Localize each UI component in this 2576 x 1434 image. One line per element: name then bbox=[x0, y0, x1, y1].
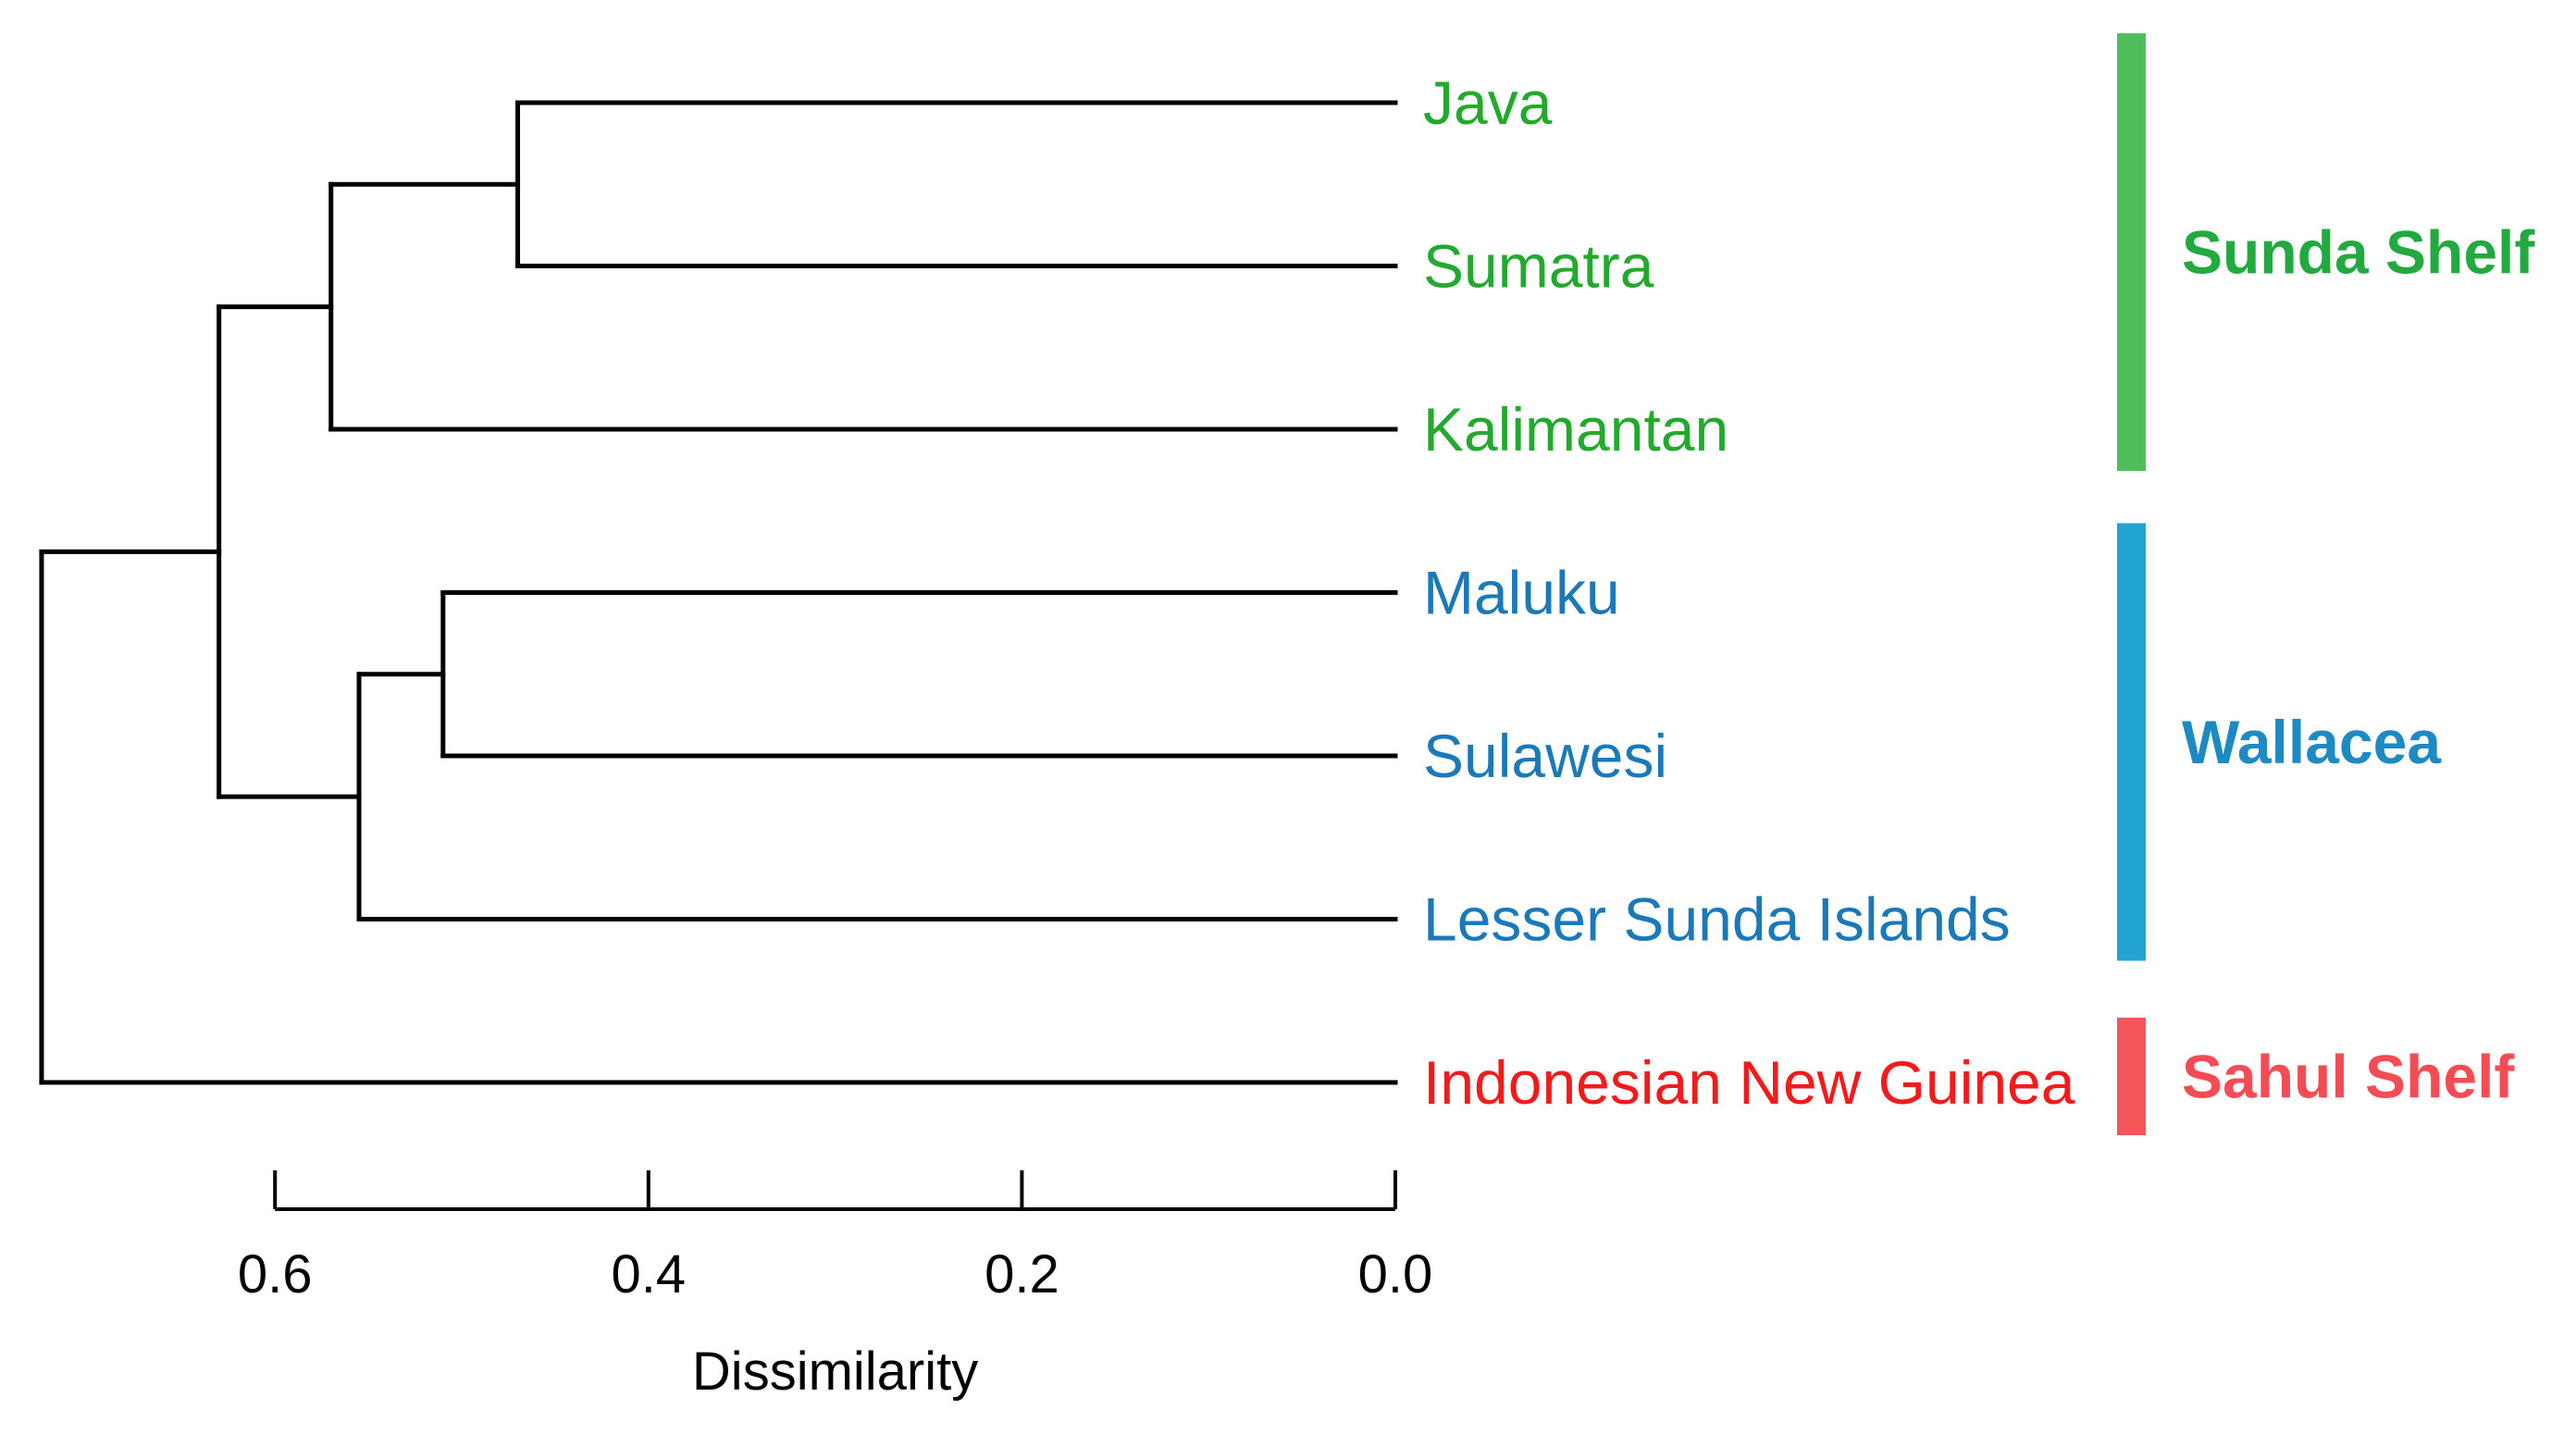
group-bars: Sunda Shelf Wallacea Sahul Shelf bbox=[2117, 33, 2535, 1135]
x-ticks: 0.6 0.4 0.2 0.0 bbox=[238, 1170, 1432, 1304]
group-label: Sunda Shelf bbox=[2182, 218, 2535, 287]
x-axis-title: Dissimilarity bbox=[692, 1341, 978, 1402]
tree-branches bbox=[39, 100, 1398, 1085]
x-tick-label: 0.0 bbox=[1358, 1244, 1433, 1304]
leaf-labels: Java Sumatra Kalimantan Maluku Sulawesi Lesse… bbox=[1423, 68, 2075, 1117]
leaf-label: Java bbox=[1423, 68, 1553, 137]
leaf-label: Lesser Sunda Islands bbox=[1423, 885, 2011, 954]
group-label: Sahul Shelf bbox=[2182, 1043, 2515, 1111]
x-axis: 0.6 0.4 0.2 0.0 Dissimilarity bbox=[238, 1170, 1432, 1402]
x-tick-label: 0.4 bbox=[611, 1244, 686, 1304]
leaf-label: Indonesian New Guinea bbox=[1423, 1048, 2075, 1117]
x-tick-label: 0.2 bbox=[985, 1244, 1059, 1304]
group-bar bbox=[2117, 33, 2146, 471]
leaf-label: Maluku bbox=[1423, 559, 1620, 627]
leaf-label: Sumatra bbox=[1423, 232, 1654, 301]
leaf-label: Sulawesi bbox=[1423, 722, 1667, 790]
leaf-label: Kalimantan bbox=[1423, 395, 1728, 464]
group-label: Wallacea bbox=[2182, 708, 2442, 776]
group-bar bbox=[2117, 523, 2146, 961]
x-tick-label: 0.6 bbox=[238, 1244, 313, 1304]
group-bar bbox=[2117, 1018, 2146, 1135]
